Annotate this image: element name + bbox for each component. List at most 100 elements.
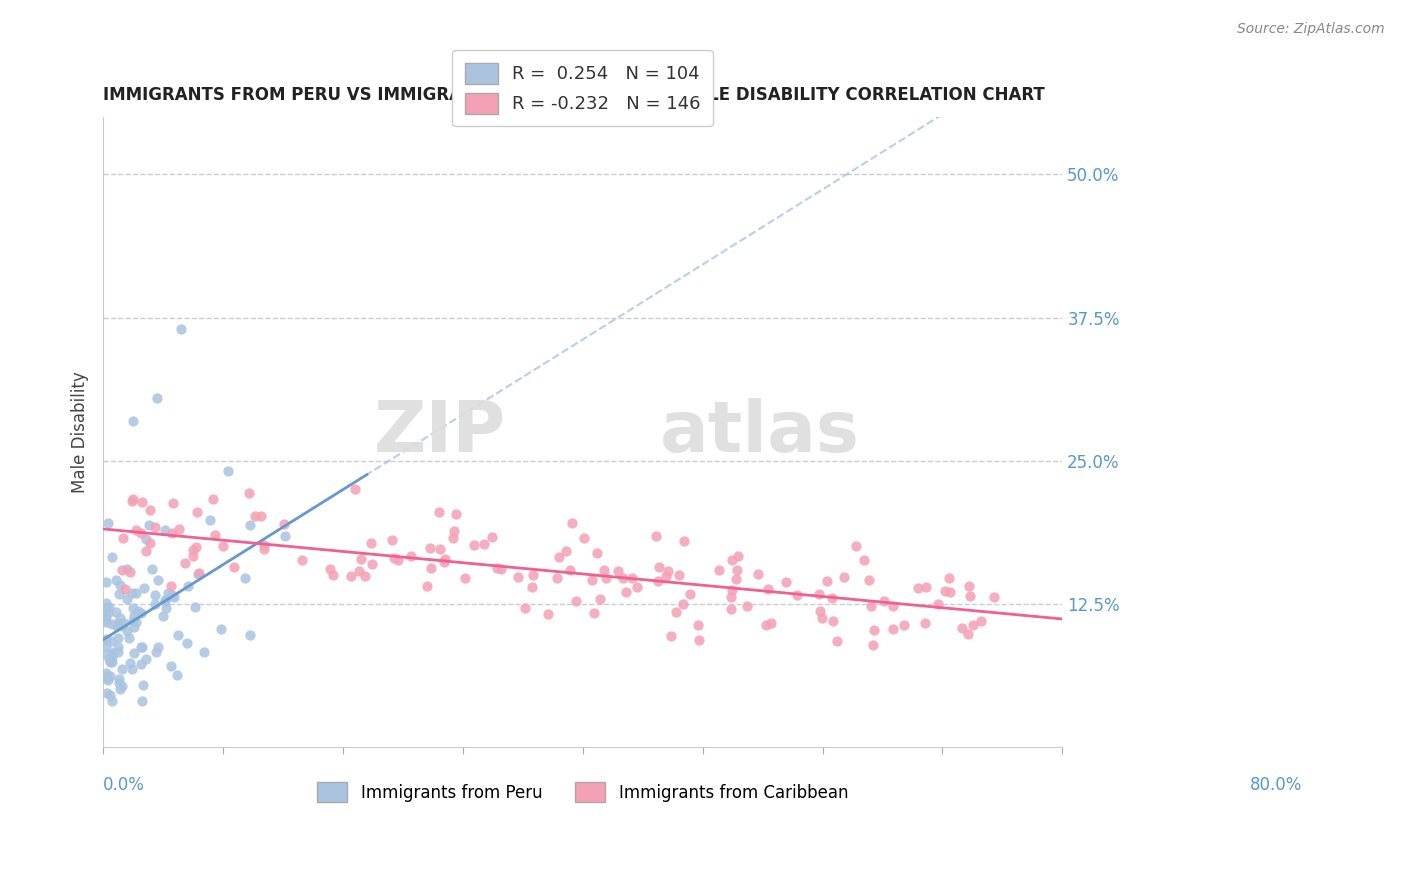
Point bbox=[160, 525, 183, 540]
Point bbox=[273, 517, 295, 532]
Point bbox=[720, 553, 742, 567]
Point bbox=[98, 688, 121, 702]
Point bbox=[858, 574, 880, 588]
Point bbox=[595, 571, 617, 585]
Point bbox=[547, 549, 569, 564]
Point bbox=[101, 647, 124, 661]
Point bbox=[170, 322, 193, 336]
Point bbox=[163, 590, 186, 604]
Point bbox=[564, 594, 586, 608]
Point bbox=[962, 618, 984, 632]
Point bbox=[589, 592, 612, 607]
Point bbox=[138, 517, 160, 532]
Point bbox=[98, 652, 121, 666]
Point bbox=[491, 562, 513, 576]
Point bbox=[322, 568, 344, 582]
Point bbox=[107, 672, 129, 686]
Point bbox=[160, 659, 183, 673]
Point bbox=[686, 618, 709, 632]
Point bbox=[893, 618, 915, 632]
Point bbox=[243, 509, 266, 524]
Point bbox=[361, 557, 384, 571]
Point bbox=[198, 513, 221, 527]
Point bbox=[143, 588, 166, 602]
Point bbox=[107, 631, 129, 645]
Point bbox=[647, 574, 669, 588]
Point bbox=[554, 543, 576, 558]
Point bbox=[340, 569, 363, 583]
Point bbox=[121, 491, 143, 506]
Point bbox=[111, 619, 134, 633]
Point bbox=[108, 578, 131, 592]
Point bbox=[347, 564, 370, 578]
Point bbox=[131, 640, 153, 654]
Point bbox=[239, 628, 262, 642]
Point bbox=[821, 591, 844, 606]
Point bbox=[176, 636, 198, 650]
Point bbox=[454, 571, 477, 585]
Point bbox=[957, 579, 980, 593]
Point bbox=[253, 541, 276, 556]
Point bbox=[153, 524, 176, 538]
Point bbox=[129, 525, 152, 540]
Point bbox=[983, 590, 1005, 604]
Point bbox=[914, 616, 936, 631]
Point bbox=[481, 529, 503, 543]
Point bbox=[737, 599, 759, 613]
Point bbox=[115, 624, 138, 639]
Point bbox=[118, 566, 141, 580]
Point bbox=[419, 541, 441, 555]
Point bbox=[756, 582, 779, 596]
Point bbox=[167, 628, 190, 642]
Point bbox=[108, 682, 131, 697]
Point bbox=[882, 599, 904, 613]
Point bbox=[938, 571, 960, 585]
Point bbox=[166, 668, 188, 682]
Point bbox=[725, 563, 748, 577]
Point bbox=[934, 583, 956, 598]
Point bbox=[98, 655, 121, 669]
Point bbox=[860, 599, 883, 614]
Point bbox=[665, 605, 688, 619]
Point bbox=[193, 645, 215, 659]
Point bbox=[124, 609, 146, 624]
Point bbox=[94, 665, 117, 680]
Point bbox=[188, 566, 211, 581]
Point bbox=[114, 582, 136, 596]
Point bbox=[956, 627, 979, 641]
Point bbox=[100, 634, 122, 648]
Point bbox=[94, 633, 117, 648]
Point bbox=[224, 560, 246, 574]
Point bbox=[672, 534, 695, 549]
Point bbox=[821, 614, 844, 628]
Point bbox=[319, 562, 342, 576]
Point bbox=[111, 563, 134, 577]
Point bbox=[463, 538, 485, 552]
Point bbox=[433, 551, 456, 566]
Point bbox=[96, 613, 118, 627]
Point bbox=[612, 571, 634, 585]
Point bbox=[537, 607, 560, 621]
Point bbox=[560, 563, 582, 577]
Point bbox=[183, 542, 205, 557]
Point bbox=[131, 640, 153, 654]
Point bbox=[209, 622, 232, 636]
Point bbox=[115, 561, 138, 575]
Point bbox=[350, 552, 373, 566]
Text: IMMIGRANTS FROM PERU VS IMMIGRANTS FROM CARIBBEAN MALE DISABILITY CORRELATION CH: IMMIGRANTS FROM PERU VS IMMIGRANTS FROM … bbox=[103, 87, 1045, 104]
Point bbox=[94, 600, 117, 615]
Point bbox=[572, 531, 595, 545]
Point bbox=[382, 551, 405, 566]
Point bbox=[118, 631, 141, 645]
Point bbox=[94, 648, 117, 662]
Point bbox=[727, 549, 749, 563]
Point bbox=[882, 622, 904, 636]
Point bbox=[522, 568, 544, 582]
Point bbox=[927, 597, 949, 611]
Point bbox=[108, 675, 131, 690]
Point bbox=[648, 560, 671, 574]
Point bbox=[107, 587, 129, 601]
Point bbox=[97, 673, 120, 687]
Point bbox=[125, 524, 148, 538]
Text: atlas: atlas bbox=[659, 398, 859, 467]
